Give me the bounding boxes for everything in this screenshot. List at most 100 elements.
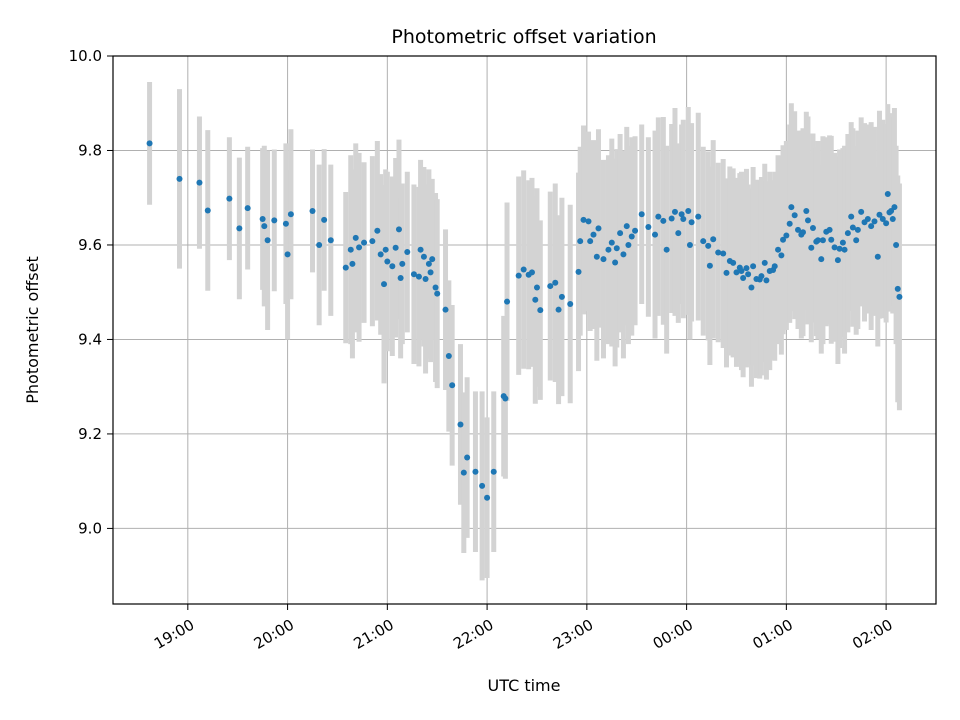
y-tick-label: 9.6	[78, 236, 102, 254]
data-point	[593, 253, 600, 260]
data-point	[889, 215, 896, 222]
data-point	[612, 259, 619, 266]
data-point	[743, 265, 750, 272]
data-point	[775, 246, 782, 253]
data-point	[625, 241, 632, 248]
x-tick-label: 22:00	[450, 616, 496, 653]
data-point	[686, 241, 693, 248]
data-point	[700, 238, 707, 245]
data-point	[893, 241, 900, 248]
data-point	[808, 244, 815, 251]
data-point	[472, 468, 479, 475]
x-tick-label: 01:00	[750, 616, 796, 653]
data-point	[720, 250, 727, 257]
data-point	[883, 220, 890, 227]
data-point	[457, 421, 464, 428]
data-point	[537, 307, 544, 314]
data-point	[685, 207, 692, 214]
data-point	[828, 236, 835, 243]
data-point	[628, 233, 635, 240]
data-point	[484, 494, 491, 501]
data-point	[745, 271, 752, 278]
data-point	[577, 238, 584, 245]
data-point	[532, 296, 539, 303]
data-point	[244, 205, 251, 212]
data-point	[445, 352, 452, 359]
data-point	[261, 223, 268, 230]
data-point	[710, 236, 717, 243]
data-point	[849, 224, 856, 231]
chart-title: Photometric offset variation	[391, 26, 656, 48]
data-point	[460, 469, 467, 476]
data-point	[740, 275, 747, 282]
data-point	[788, 204, 795, 211]
data-point	[176, 175, 183, 182]
x-tick-label: 21:00	[350, 616, 396, 653]
data-point	[236, 225, 243, 232]
data-point	[349, 260, 356, 267]
data-point	[834, 257, 841, 264]
y-tick-label: 9.0	[78, 519, 102, 537]
x-axis: 19:00 20:00 21:00 22:00 23:00 00:00 01:00 02:00	[151, 604, 896, 653]
data-point	[284, 251, 291, 258]
data-point	[879, 215, 886, 222]
data-point	[848, 213, 855, 220]
data-point	[680, 215, 687, 222]
data-point	[733, 269, 740, 276]
data-point	[381, 281, 388, 288]
data-point	[374, 227, 381, 234]
data-point	[778, 252, 785, 259]
data-point	[432, 284, 439, 291]
data-point	[809, 224, 816, 231]
data-point	[799, 229, 806, 236]
data-point	[836, 245, 843, 252]
data-point	[786, 220, 793, 227]
data-point	[369, 238, 376, 245]
data-point	[384, 258, 391, 265]
data-point	[891, 204, 898, 211]
data-point	[864, 215, 871, 222]
x-axis-label: UTC time	[488, 676, 561, 695]
data-point	[671, 208, 678, 215]
data-point	[819, 237, 826, 244]
x-tick-label: 19:00	[151, 616, 197, 653]
data-point	[730, 259, 737, 266]
data-point	[675, 230, 682, 237]
data-point	[613, 245, 620, 252]
data-point	[321, 216, 328, 223]
y-tick-label: 9.8	[78, 141, 102, 159]
data-point	[839, 239, 846, 246]
data-point	[600, 256, 607, 263]
data-point	[818, 256, 825, 263]
data-point	[706, 262, 713, 269]
data-point	[858, 208, 865, 215]
data-point	[395, 226, 402, 233]
data-point	[361, 239, 368, 246]
data-point	[342, 264, 349, 271]
data-point	[352, 234, 359, 241]
data-point	[425, 260, 432, 267]
data-point	[429, 256, 436, 263]
data-point	[528, 269, 535, 276]
data-point	[763, 277, 770, 284]
data-point	[841, 246, 848, 253]
data-point	[771, 263, 778, 270]
data-point	[620, 251, 627, 258]
data-point	[617, 230, 624, 237]
data-point	[738, 267, 745, 274]
data-point	[558, 293, 565, 300]
data-point	[547, 283, 554, 290]
data-point	[580, 216, 587, 223]
data-point	[695, 213, 702, 220]
data-point	[655, 213, 662, 220]
data-point	[595, 225, 602, 232]
data-point	[668, 215, 675, 222]
data-point	[791, 212, 798, 219]
data-point	[715, 249, 722, 256]
data-point	[884, 190, 891, 197]
data-point	[652, 231, 659, 238]
data-point	[146, 140, 153, 147]
data-point	[397, 275, 404, 282]
x-tick-label: 00:00	[650, 616, 696, 653]
data-point	[723, 269, 730, 276]
